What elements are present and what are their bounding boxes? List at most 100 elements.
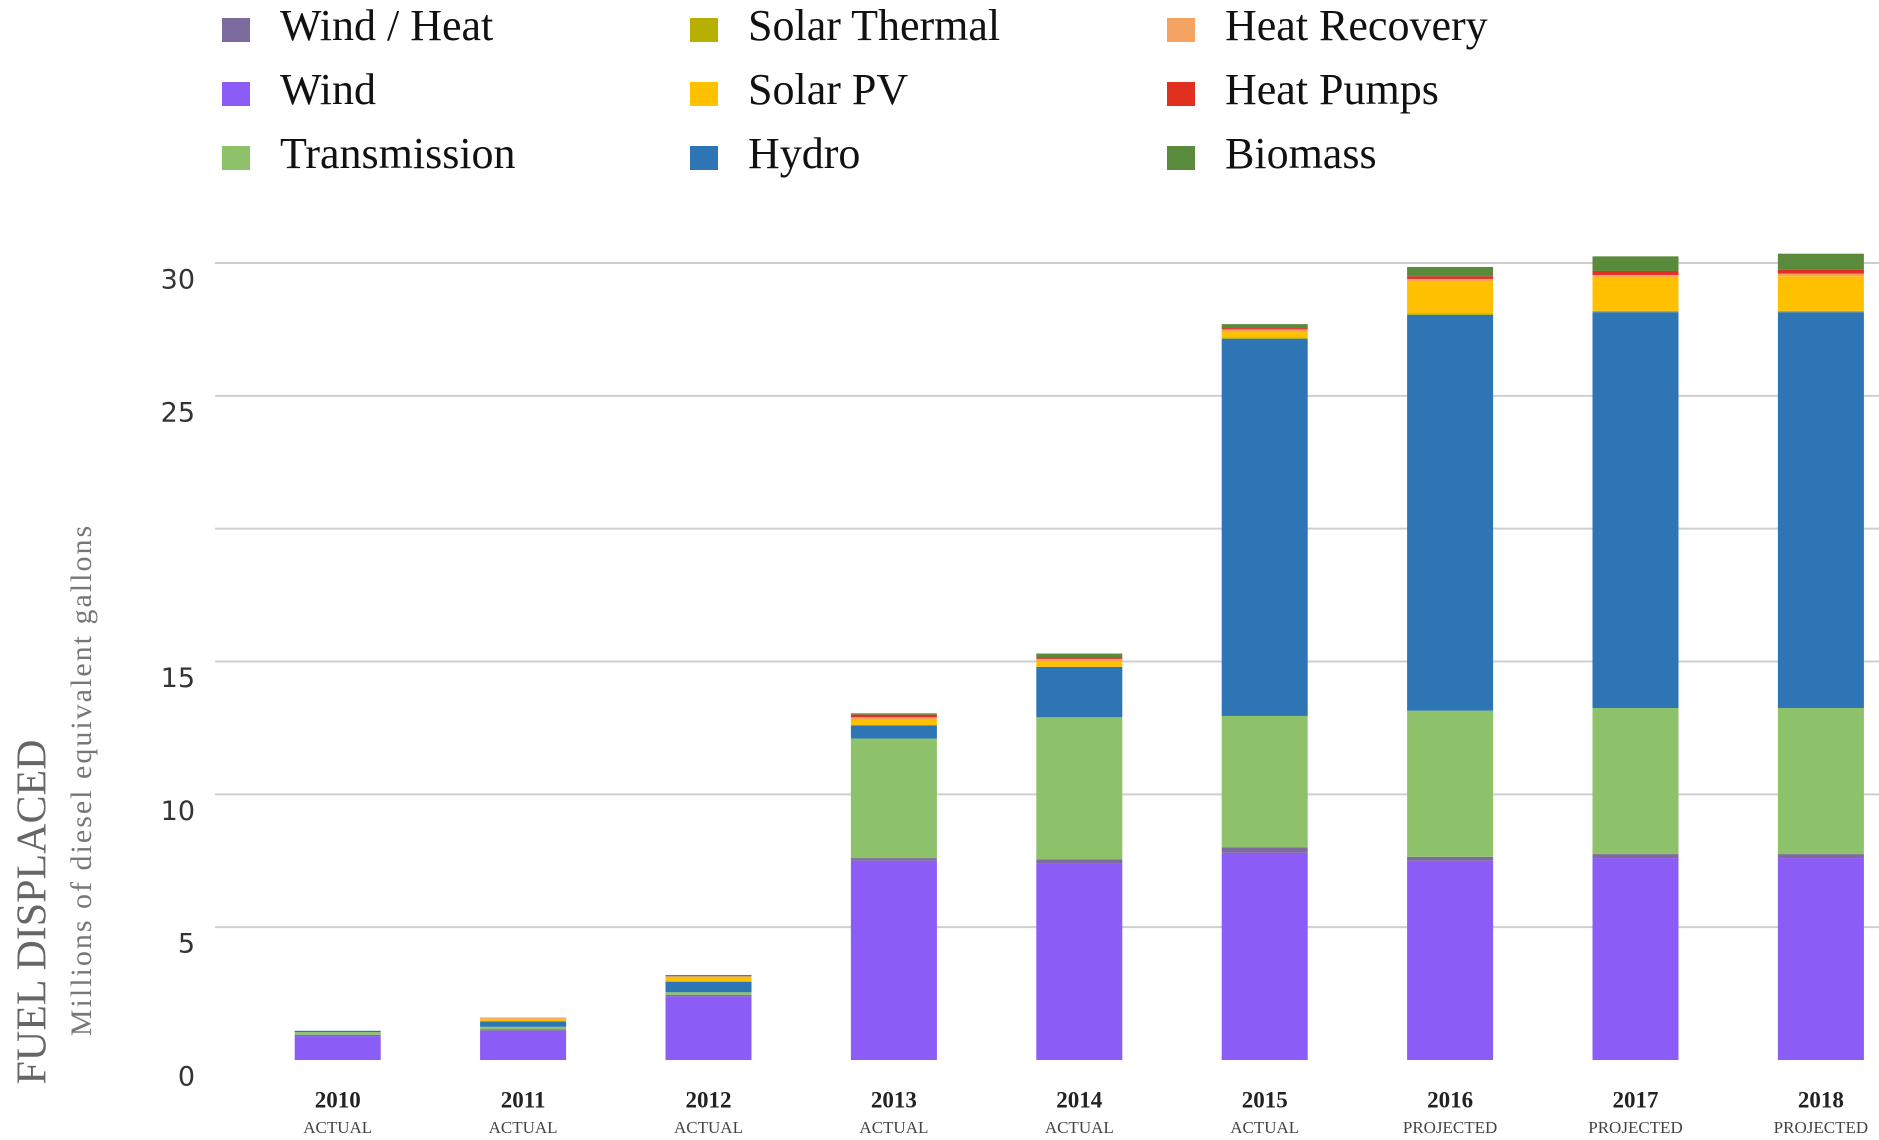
- bar-segment: [665, 994, 752, 997]
- bar-segment: [1221, 715, 1308, 848]
- x-tick-label: 2013: [871, 1087, 917, 1112]
- bar-segment: [850, 725, 937, 739]
- bar-segment: [1221, 329, 1308, 333]
- bar-segment: [480, 1017, 567, 1019]
- bar-segment: [1592, 256, 1679, 271]
- bar-segment: [1407, 266, 1494, 277]
- x-tick-label: 2011: [501, 1087, 546, 1112]
- legend-swatch: [690, 18, 718, 42]
- bar-segment: [1592, 707, 1679, 855]
- bar-segment: [1221, 847, 1308, 853]
- legend-swatch: [222, 146, 250, 170]
- y-tick-label: 25: [161, 397, 195, 428]
- bar-segment: [665, 977, 752, 982]
- legend-label: Heat Pumps: [1225, 65, 1439, 114]
- bar-segment: [1036, 717, 1123, 860]
- x-tick-sublabel: PROJECTED: [1588, 1118, 1682, 1137]
- bar-segment: [850, 713, 937, 715]
- legend-label: Transmission: [280, 129, 516, 178]
- bar-segment: [1407, 281, 1494, 314]
- bar-segment: [294, 1030, 381, 1033]
- x-tick-label: 2015: [1242, 1087, 1288, 1112]
- x-tick-sublabel: PROJECTED: [1774, 1118, 1868, 1137]
- legend-label: Solar PV: [748, 65, 908, 114]
- y-tick-label: 15: [161, 663, 195, 694]
- x-tick-label: 2018: [1798, 1087, 1844, 1112]
- y-tick-label: 10: [161, 796, 195, 827]
- bar-segment: [480, 1018, 567, 1022]
- x-tick-sublabel: PROJECTED: [1403, 1118, 1497, 1137]
- x-tick-sublabel: ACTUAL: [303, 1118, 372, 1137]
- x-tick-label: 2017: [1613, 1087, 1659, 1112]
- bar-segment: [665, 992, 752, 995]
- bar-segment: [1221, 852, 1308, 1060]
- bar-segment: [1777, 858, 1864, 1060]
- legend-swatch: [1167, 82, 1195, 106]
- x-tick-label: 2010: [315, 1087, 361, 1112]
- bar-segment: [1777, 310, 1864, 313]
- bar-segment: [1407, 710, 1494, 857]
- bar-segment: [1592, 310, 1679, 313]
- legend-label: Hydro: [748, 129, 860, 178]
- bar-segment: [1407, 313, 1494, 315]
- x-tick-label: 2012: [686, 1087, 732, 1112]
- x-tick-sublabel: ACTUAL: [1230, 1118, 1299, 1137]
- bar-segment: [1221, 337, 1308, 339]
- x-tick-sublabel: ACTUAL: [859, 1118, 928, 1137]
- bar-segment: [1777, 273, 1864, 277]
- y-tick-label: 5: [178, 929, 195, 960]
- bar-segment: [1777, 269, 1864, 274]
- legend-label: Wind / Heat: [280, 1, 493, 50]
- bar-segment: [1221, 328, 1308, 330]
- bar-segment: [1036, 653, 1123, 658]
- x-tick-sublabel: ACTUAL: [489, 1118, 558, 1137]
- x-tick-sublabel: ACTUAL: [674, 1118, 743, 1137]
- bar-segment: [850, 858, 937, 861]
- bar-segment: [1221, 338, 1308, 716]
- x-tick-sublabel: ACTUAL: [1045, 1118, 1114, 1137]
- bar-segment: [1036, 658, 1123, 662]
- bar-segment: [1592, 277, 1679, 311]
- bar-segment: [1407, 314, 1494, 711]
- legend-swatch: [1167, 146, 1195, 170]
- legend-label: Solar Thermal: [748, 1, 1000, 50]
- bar-segment: [1592, 858, 1679, 1060]
- bar-segment: [1407, 860, 1494, 1060]
- bar-segment: [1592, 854, 1679, 859]
- legend-label: Biomass: [1225, 129, 1377, 178]
- bar-segment: [480, 1026, 567, 1030]
- y-tick-label: 30: [161, 264, 195, 295]
- bar-segment: [665, 976, 752, 978]
- bar-segment: [1777, 253, 1864, 270]
- y-tick-label: 0: [178, 1062, 195, 1093]
- legend-swatch: [1167, 18, 1195, 42]
- bar-segment: [1036, 666, 1123, 718]
- legend-swatch: [690, 82, 718, 106]
- bar-segment: [1777, 707, 1864, 855]
- x-tick-label: 2014: [1056, 1087, 1103, 1112]
- bar-segment: [1777, 312, 1864, 708]
- legend-swatch: [690, 146, 718, 170]
- bar-segment: [850, 714, 937, 718]
- legend-swatch: [222, 18, 250, 42]
- bar-segment: [1777, 276, 1864, 311]
- bar-segment: [665, 996, 752, 1060]
- bar-segment: [1036, 657, 1123, 659]
- legend-label: Heat Recovery: [1225, 1, 1488, 50]
- legend-label: Wind: [280, 65, 376, 114]
- bar-segment: [480, 1029, 567, 1031]
- bar-segment: [480, 1030, 567, 1060]
- bar-segment: [1036, 863, 1123, 1060]
- bar-segment: [294, 1036, 381, 1060]
- legend-swatch: [222, 82, 250, 106]
- bar-segment: [480, 1021, 567, 1027]
- bar-segment: [850, 717, 937, 720]
- bar-segment: [1592, 274, 1679, 278]
- bar-segment: [665, 981, 752, 993]
- bar-segment: [665, 974, 752, 977]
- x-tick-label: 2016: [1427, 1087, 1473, 1112]
- y-axis-title: FUEL DISPLACED: [10, 740, 56, 1085]
- bar-segment: [850, 719, 937, 726]
- bar-segment: [850, 860, 937, 1060]
